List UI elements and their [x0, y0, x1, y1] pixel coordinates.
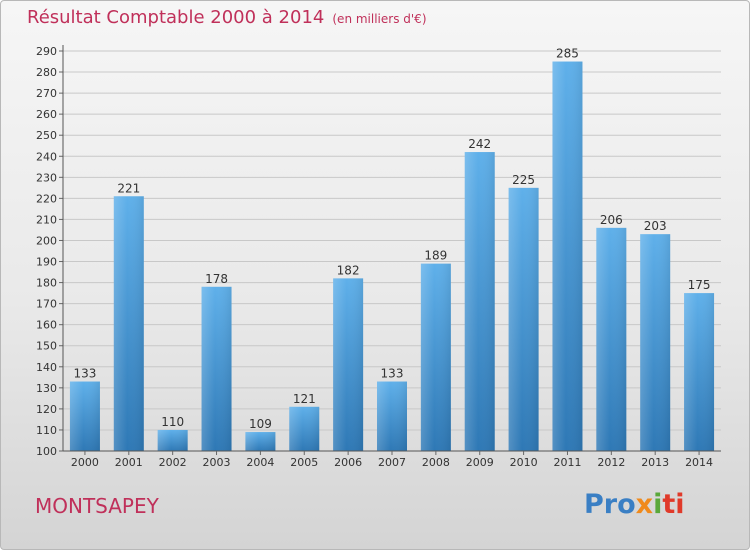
- bar-shine: [113, 196, 144, 451]
- data-label: 110: [161, 415, 184, 429]
- x-tick-label: 2004: [246, 456, 274, 469]
- x-tick-label: 2010: [510, 456, 538, 469]
- bar-shine: [508, 187, 539, 451]
- y-tick-label: 110: [36, 424, 57, 437]
- y-tick-label: 130: [36, 382, 57, 395]
- y-tick-label: 160: [36, 319, 57, 332]
- y-tick-label: 240: [36, 150, 57, 163]
- x-tick-label: 2002: [159, 456, 187, 469]
- data-label: 242: [468, 137, 491, 151]
- y-tick-label: 140: [36, 361, 57, 374]
- bar-shine: [596, 227, 627, 451]
- bar-shine: [377, 381, 407, 451]
- y-tick-label: 280: [36, 66, 57, 79]
- y-tick-label: 100: [36, 445, 57, 458]
- data-label: 133: [381, 367, 404, 381]
- data-label: 178: [205, 272, 228, 286]
- x-tick-label: 2000: [71, 456, 99, 469]
- y-tick-label: 270: [36, 87, 57, 100]
- x-tick-label: 2005: [290, 456, 318, 469]
- logo-part-3: i: [653, 489, 663, 520]
- y-tick-label: 180: [36, 277, 57, 290]
- x-tick-label: 2013: [641, 456, 669, 469]
- chart-title: Résultat Comptable 2000 à 2014 (en millie…: [27, 7, 427, 28]
- data-label: 121: [293, 392, 316, 406]
- y-tick-label: 220: [36, 192, 57, 205]
- x-tick-label: 2008: [422, 456, 450, 469]
- y-tick-label: 120: [36, 403, 57, 416]
- y-tick-label: 150: [36, 340, 57, 353]
- x-tick-label: 2006: [334, 456, 362, 469]
- unit-note: (en milliers d'€): [332, 12, 427, 26]
- x-tick-label: 2007: [378, 456, 406, 469]
- logo-part-4: ti: [662, 489, 685, 520]
- proxiti-logo: Proxiti: [584, 489, 685, 520]
- y-tick-label: 290: [36, 45, 57, 58]
- bar-shine: [640, 234, 671, 451]
- logo-part-2: x: [635, 489, 654, 520]
- data-label: 285: [556, 47, 579, 61]
- data-label: 206: [600, 213, 623, 227]
- data-label: 225: [512, 173, 535, 187]
- y-tick-label: 250: [36, 129, 57, 142]
- x-tick-label: 2014: [685, 456, 713, 469]
- data-label: 109: [249, 417, 272, 431]
- bar-shine: [201, 286, 232, 451]
- commune-name: MONTSAPEY: [35, 494, 159, 518]
- data-label: 203: [644, 219, 667, 233]
- data-label: 133: [73, 367, 96, 381]
- data-label: 189: [424, 249, 447, 263]
- bar-shine: [552, 61, 583, 452]
- x-tick-label: 2011: [553, 456, 581, 469]
- y-tick-label: 210: [36, 213, 57, 226]
- bar-shine: [157, 429, 188, 451]
- y-tick-label: 190: [36, 256, 57, 269]
- data-label: 182: [337, 263, 360, 277]
- data-label: 221: [117, 181, 140, 195]
- y-tick-label: 230: [36, 171, 57, 184]
- logo-part-1: Pro: [584, 489, 636, 520]
- bar-shine: [245, 432, 276, 451]
- x-tick-label: 2009: [466, 456, 494, 469]
- bar-shine: [420, 263, 451, 451]
- data-label: 175: [688, 278, 711, 292]
- y-tick-label: 170: [36, 298, 57, 311]
- y-tick-label: 200: [36, 234, 57, 247]
- x-tick-label: 2001: [115, 456, 143, 469]
- y-tick-label: 260: [36, 108, 57, 121]
- bar-shine: [69, 381, 100, 451]
- bar-shine: [684, 293, 715, 451]
- x-tick-label: 2012: [597, 456, 625, 469]
- title-text: Résultat Comptable 2000 à 2014: [27, 7, 325, 28]
- bar-shine: [333, 278, 364, 451]
- x-tick-label: 2003: [203, 456, 231, 469]
- bar-shine: [289, 406, 320, 451]
- bar-shine: [464, 152, 495, 452]
